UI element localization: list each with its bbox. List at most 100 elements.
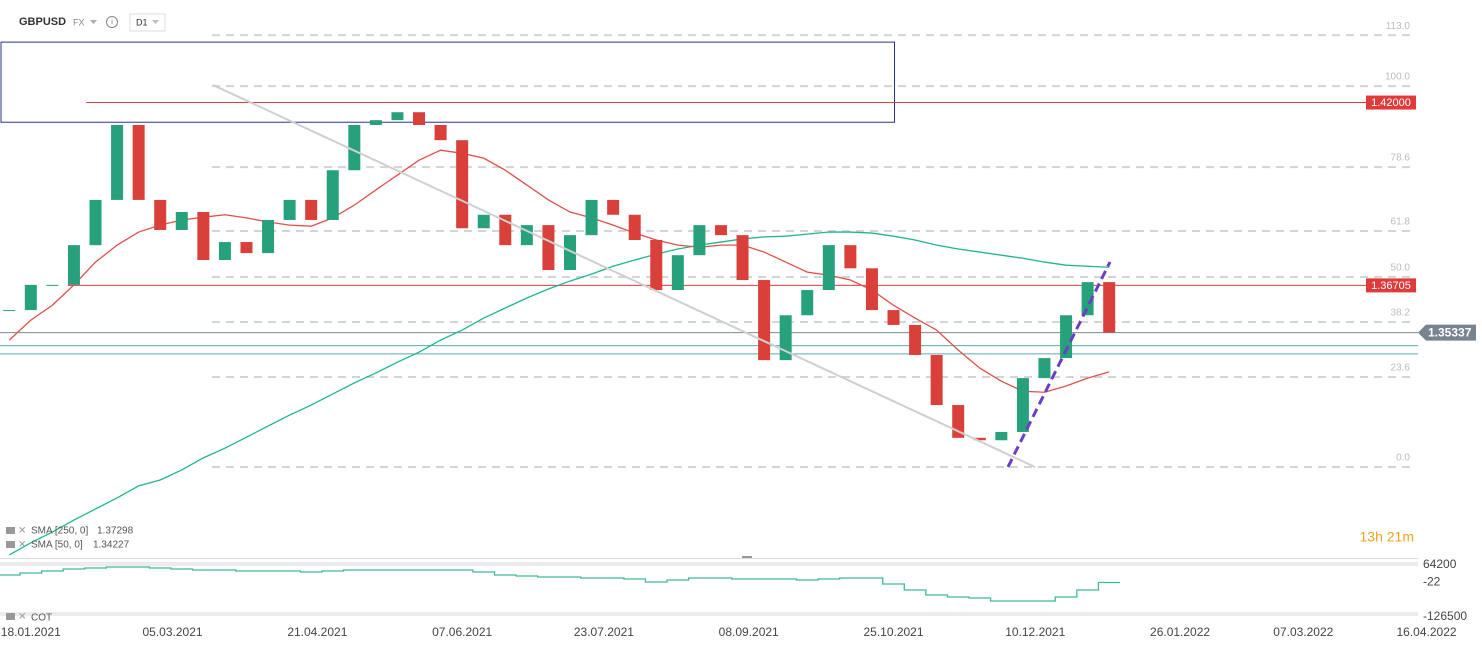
candle-body xyxy=(197,212,210,261)
timeframe: D1 xyxy=(136,17,148,27)
fib-label: 78.6 xyxy=(1391,153,1411,164)
candle-body xyxy=(693,225,706,256)
level-label: 1.36705 xyxy=(1371,280,1411,292)
candle-body xyxy=(175,212,188,230)
candle-body xyxy=(973,437,986,441)
fib-label: 38.2 xyxy=(1391,308,1411,319)
fib-label: 113.0 xyxy=(1386,21,1411,32)
sma-line xyxy=(8,149,1110,393)
legend-close[interactable]: ✕ xyxy=(18,526,26,537)
candle-body xyxy=(801,290,814,316)
candle-body xyxy=(1038,358,1051,379)
legend-value: 1.34227 xyxy=(93,540,130,551)
candle-body xyxy=(822,245,835,291)
candle-body xyxy=(132,124,145,200)
candle-body xyxy=(89,199,102,246)
fib-label: 0.0 xyxy=(1396,453,1410,464)
legend-name: SMA [50, 0] xyxy=(31,540,83,551)
candle-body xyxy=(283,199,296,220)
timeframe-caret xyxy=(152,20,159,24)
zone-box xyxy=(0,41,896,123)
legend-icon[interactable] xyxy=(6,541,15,548)
candle-body xyxy=(714,225,727,236)
candle-body xyxy=(477,214,490,229)
candle-body xyxy=(865,268,878,311)
cot-line xyxy=(0,566,1120,602)
candle-body xyxy=(930,354,943,406)
sma-line xyxy=(8,231,1110,556)
last-price-label: 1.35337 xyxy=(1428,325,1472,339)
legend-close[interactable]: ✕ xyxy=(18,540,26,551)
candle-body xyxy=(434,124,447,141)
level-badge xyxy=(1366,278,1416,293)
last-price-badge xyxy=(1418,324,1476,341)
candle-body xyxy=(67,245,80,285)
panel-handle[interactable] xyxy=(742,556,752,558)
candle-body xyxy=(1081,282,1094,316)
candle-body xyxy=(607,199,620,215)
candle-body xyxy=(456,140,469,229)
x-tick-label: 05.03.2021 xyxy=(143,625,203,639)
candle-body xyxy=(348,124,361,171)
candle-body xyxy=(1103,282,1116,333)
candle-body xyxy=(111,124,124,200)
x-tick-label: 07.06.2021 xyxy=(432,625,492,639)
cot-band xyxy=(0,562,1418,566)
legend-value: 1.37298 xyxy=(97,526,134,537)
legend-icon[interactable] xyxy=(6,527,15,534)
legend-close[interactable]: ✕ xyxy=(18,612,26,623)
candle-body xyxy=(628,214,641,240)
candle-body xyxy=(995,431,1008,441)
market[interactable]: FX xyxy=(73,17,85,27)
candle-body xyxy=(758,280,771,361)
candle-body xyxy=(326,170,339,220)
x-tick-label: 07.03.2022 xyxy=(1273,625,1333,639)
info-icon[interactable] xyxy=(106,16,118,28)
x-tick-label: 23.07.2021 xyxy=(574,625,634,639)
level-badge xyxy=(1366,95,1416,110)
candle-body xyxy=(564,235,576,271)
x-tick-label: 26.01.2022 xyxy=(1150,625,1210,639)
candle-body xyxy=(240,242,253,254)
candle-body xyxy=(154,199,167,230)
info-icon-i: i xyxy=(111,18,113,27)
legend-icon[interactable] xyxy=(6,613,15,620)
cot-name: COT xyxy=(31,613,52,624)
candle-body xyxy=(391,112,404,121)
x-tick-label: 08.09.2021 xyxy=(719,625,779,639)
level-label: 1.42000 xyxy=(1371,97,1411,109)
price-axis-bg xyxy=(1418,0,1482,558)
candle-body xyxy=(218,242,231,261)
symbol: GBPUSD xyxy=(19,16,66,28)
candle-body xyxy=(585,199,598,236)
timeframe-box[interactable] xyxy=(129,13,166,32)
x-tick-label: 18.01.2021 xyxy=(1,625,61,639)
candle-body xyxy=(542,225,555,271)
candle-body xyxy=(1016,378,1029,432)
plot-area: 113.0 100.0 78.6 61.8 50.0 38.2 23.6 0.0 xyxy=(0,21,1418,556)
fib-label: 50.0 xyxy=(1391,263,1411,274)
legend-name: SMA [250, 0] xyxy=(31,526,88,537)
candle-body xyxy=(24,284,37,311)
candle-body xyxy=(369,120,382,125)
cot-tick-label: 64200 xyxy=(1423,557,1457,571)
candle-body xyxy=(671,255,684,291)
x-tick-label: 16.04.2022 xyxy=(1397,625,1457,639)
candle-body xyxy=(413,112,426,125)
candle-body xyxy=(3,310,16,312)
candle-body xyxy=(909,324,922,355)
candle-body xyxy=(887,310,900,325)
candle-body xyxy=(262,219,275,254)
x-tick-label: 21.04.2021 xyxy=(287,625,347,639)
candle-body xyxy=(844,245,857,269)
candle-body xyxy=(305,199,318,220)
trend-line xyxy=(212,84,1036,468)
cot-tick-label: -126500 xyxy=(1423,609,1467,623)
dropdown-icon[interactable] xyxy=(90,20,97,24)
candle-body xyxy=(736,235,749,281)
countdown: 13h 21m xyxy=(1360,529,1414,545)
x-tick-label: 10.12.2021 xyxy=(1005,625,1065,639)
fib-label: 100.0 xyxy=(1385,72,1410,83)
